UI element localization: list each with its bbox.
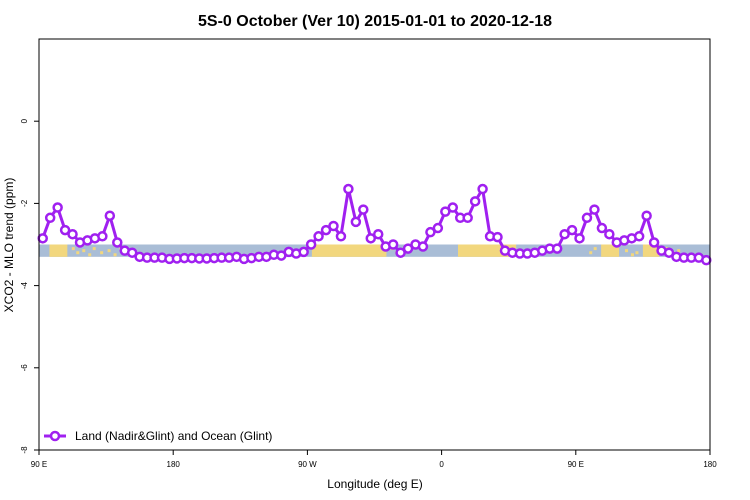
data-point — [112, 237, 123, 248]
y-tick-label: -6 — [20, 364, 29, 372]
data-point — [350, 216, 362, 228]
y-axis: 0 -2 -4 -6 -8 — [20, 118, 39, 454]
land-speck — [100, 251, 104, 255]
land-band-segment — [642, 244, 660, 257]
land-speck — [589, 251, 593, 255]
data-point — [596, 222, 608, 234]
data-point — [633, 231, 645, 242]
data-point — [566, 224, 578, 236]
y-tick-label: -8 — [20, 446, 29, 454]
data-point — [104, 210, 116, 221]
data-point — [328, 220, 339, 232]
data-point — [701, 254, 712, 266]
data-point — [365, 233, 377, 244]
data-point — [59, 224, 71, 236]
data-point — [305, 239, 317, 250]
land-speck — [625, 249, 629, 253]
data-point — [581, 212, 593, 224]
data-point — [641, 210, 652, 221]
land-speck — [82, 249, 86, 253]
land-speck — [113, 253, 117, 257]
y-tick-label: 0 — [20, 118, 29, 123]
x-axis: 90 E 180 90 W 0 90 E 180 — [31, 450, 717, 469]
data-point — [469, 196, 481, 207]
data-point — [648, 237, 660, 248]
data-point — [559, 228, 570, 240]
data-point — [417, 241, 429, 252]
land-speck — [76, 251, 80, 255]
data-point — [358, 204, 369, 215]
data-point — [37, 233, 48, 244]
data-point — [574, 233, 585, 244]
data-point — [551, 243, 563, 254]
data-point — [320, 224, 332, 236]
data-point — [372, 228, 384, 240]
x-tick-label: 90 W — [298, 460, 317, 469]
plot-frame — [38, 38, 711, 451]
x-tick-label: 90 E — [568, 460, 584, 469]
data-point — [395, 247, 406, 258]
y-axis-label: XCO2 - MLO trend (ppm) — [2, 178, 16, 313]
data-point — [440, 206, 451, 217]
land-band-segment — [601, 244, 620, 257]
data-point — [402, 243, 414, 254]
land-speck — [88, 253, 92, 257]
land-speck — [107, 249, 111, 253]
data-point — [313, 231, 324, 242]
data-point — [126, 247, 138, 258]
data-point — [492, 231, 503, 243]
x-tick-label: 180 — [703, 460, 717, 469]
data-point — [663, 247, 675, 258]
data-point — [67, 228, 78, 240]
data-point — [604, 228, 615, 240]
land-speck — [677, 249, 681, 253]
data-point — [462, 212, 473, 224]
land-speck — [92, 247, 96, 251]
land-speck — [593, 247, 597, 251]
data-point — [44, 212, 56, 224]
x-tick-label: 0 — [439, 460, 444, 469]
chart-title: 5S-0 October (Ver 10) 2015-01-01 to 2020… — [198, 13, 552, 30]
legend: Land (Nadir&Glint) and Ocean (Glint) — [44, 429, 272, 443]
x-tick-label: 180 — [167, 460, 181, 469]
land-band-segment — [49, 244, 68, 257]
legend-marker — [49, 430, 61, 442]
data-point — [447, 202, 459, 213]
land-speck — [71, 247, 75, 251]
data-point — [335, 231, 347, 242]
data-point — [97, 231, 108, 242]
y-tick-label: -2 — [20, 199, 29, 207]
data-point — [589, 204, 600, 215]
data-point — [387, 239, 399, 250]
land-band-segment — [311, 244, 387, 257]
data-point — [425, 226, 436, 238]
data-point — [477, 183, 488, 195]
series-layer — [37, 183, 712, 266]
data-point — [343, 183, 354, 195]
data-point — [52, 202, 63, 213]
legend-label: Land (Nadir&Glint) and Ocean (Glint) — [75, 429, 272, 443]
data-point — [432, 222, 444, 234]
x-tick-label: 90 E — [31, 460, 47, 469]
data-point — [298, 246, 309, 258]
land-speck — [635, 251, 639, 255]
x-axis-label: Longitude (deg E) — [327, 477, 422, 491]
land-speck — [630, 253, 634, 257]
y-tick-label: -4 — [20, 281, 29, 289]
